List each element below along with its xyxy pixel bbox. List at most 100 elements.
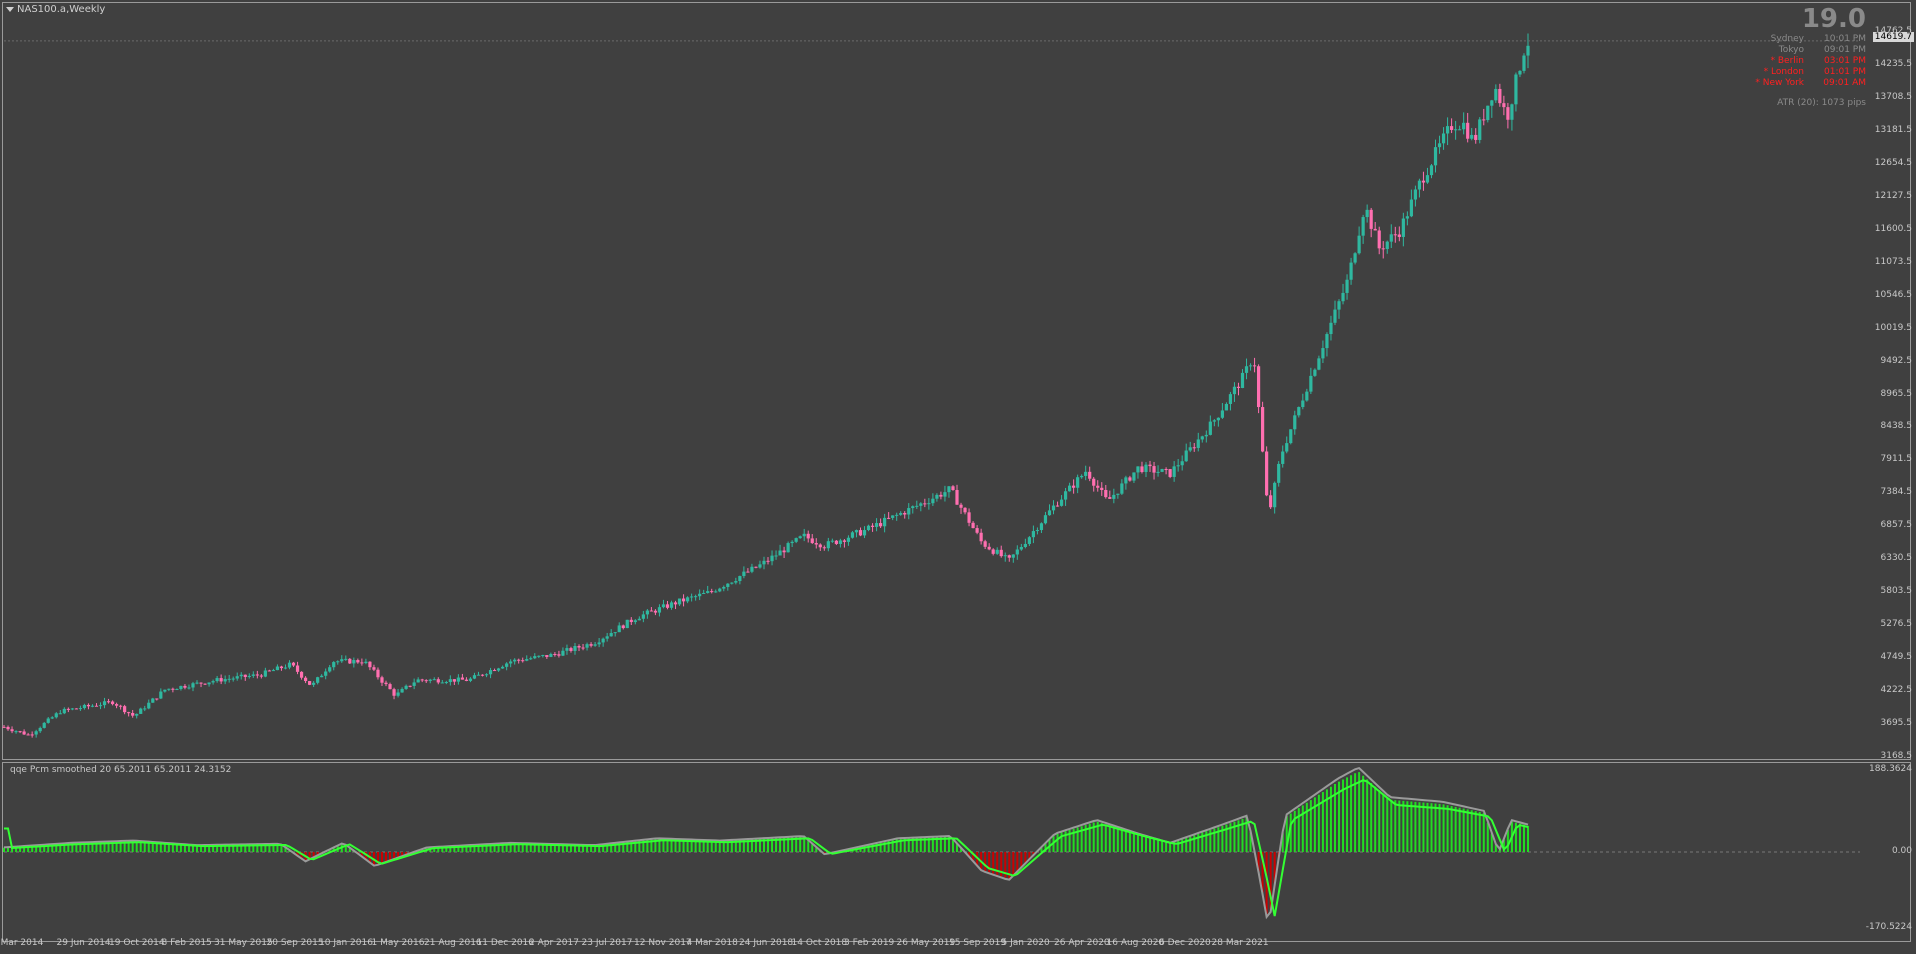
candle-body	[1019, 547, 1023, 550]
candle-body	[1080, 475, 1084, 478]
candle-body	[416, 679, 420, 683]
candle-body	[1035, 530, 1040, 532]
candle-body	[669, 602, 674, 608]
candle-body	[1413, 189, 1418, 200]
candle-body	[1172, 466, 1176, 477]
candle-body	[758, 564, 762, 568]
candle-body	[1486, 105, 1490, 121]
main-chart-frame[interactable]	[2, 2, 1911, 760]
candle-body	[70, 708, 74, 710]
candle-body	[1309, 375, 1313, 392]
candle-body	[320, 675, 324, 678]
candle-body	[879, 523, 883, 527]
candle-body	[1490, 100, 1494, 106]
candle-body	[404, 685, 408, 689]
candle-body	[987, 546, 991, 550]
candle-body	[352, 660, 356, 664]
candle-body	[943, 492, 947, 497]
candle-body	[436, 679, 440, 683]
candle-body	[1092, 478, 1096, 486]
candle-body	[790, 541, 794, 544]
candle-body	[1502, 103, 1506, 108]
candle-body	[408, 685, 412, 687]
price-tick-label: 6857.5	[1880, 520, 1913, 531]
candle-body	[392, 689, 396, 696]
indicator-frame[interactable]	[2, 762, 1911, 942]
clock-city: * London	[1763, 67, 1804, 77]
candle-body	[255, 674, 259, 676]
candle-body	[251, 674, 255, 676]
candle-body	[139, 708, 143, 714]
candle-body	[1277, 463, 1281, 483]
date-tick-label: 26 May 2019	[896, 938, 956, 948]
clock-time: 01:01 PM	[1824, 67, 1866, 77]
price-tick-label: 4222.5	[1880, 685, 1913, 696]
candle-body	[593, 644, 597, 646]
candle-body	[1144, 464, 1148, 473]
candle-body	[1031, 531, 1036, 538]
price-tick-label: 5803.5	[1880, 586, 1913, 597]
candle-body	[842, 540, 847, 542]
clock-time: 09:01 PM	[1824, 45, 1866, 55]
candle-body	[336, 661, 340, 663]
candle-body	[340, 659, 344, 662]
price-tick-label: 6330.5	[1880, 553, 1913, 564]
candle-body	[939, 494, 943, 497]
date-tick-label: 10 Jan 2016	[319, 938, 373, 948]
date-tick-label: 2 Apr 2017	[529, 938, 579, 948]
candle-body	[702, 592, 706, 594]
candle-body	[368, 661, 372, 668]
candle-body	[1345, 279, 1349, 293]
candle-body	[818, 544, 822, 548]
chevron-down-icon[interactable]	[6, 7, 14, 12]
price-tick-label: 14762.5	[1874, 26, 1912, 36]
candle-body	[155, 698, 159, 700]
candle-body	[891, 515, 895, 518]
price-tick-label: 8438.5	[1880, 421, 1913, 432]
candle-body	[887, 517, 891, 519]
candle-body	[328, 667, 332, 672]
price-tick-label: 12127.5	[1874, 190, 1912, 201]
candle-body	[1192, 447, 1196, 449]
candle-body	[971, 522, 975, 529]
candle-body	[967, 512, 971, 523]
candle-body	[1252, 365, 1257, 367]
candle-body	[1361, 217, 1365, 236]
candle-body	[30, 734, 34, 736]
date-tick-label: 3 Feb 2019	[844, 938, 895, 948]
candle-body	[641, 614, 645, 619]
date-tick-label: 20 Sep 2015	[266, 938, 324, 948]
candle-body	[1449, 126, 1454, 130]
price-tick-label: 3695.5	[1880, 718, 1913, 729]
candle-body	[565, 648, 569, 651]
price-axis[interactable]: 14762.5 14235.5 13708.5 13181.5 12654.5 12127…	[1866, 0, 1916, 761]
candle-body	[1100, 487, 1104, 491]
candle-body	[283, 667, 288, 669]
candle-body	[1216, 417, 1220, 421]
clock-city: * Berlin	[1770, 56, 1804, 66]
candle-body	[633, 620, 637, 623]
symbol-label: NAS100.a,Weekly	[17, 4, 106, 15]
candle-body	[356, 660, 360, 663]
candle-body	[480, 674, 485, 676]
candle-body	[605, 636, 609, 639]
candle-body	[734, 581, 738, 583]
candle-body	[601, 638, 605, 643]
candle-body	[26, 734, 30, 736]
candle-body	[464, 679, 469, 681]
chart-symbol-title[interactable]: NAS100.a,Weekly	[6, 4, 105, 15]
candle-body	[332, 662, 336, 668]
candle-body	[589, 644, 593, 646]
candle-body	[858, 530, 863, 536]
price-tick-label: 7384.5	[1880, 487, 1913, 498]
candle-body	[517, 659, 521, 661]
candle-body	[637, 618, 641, 621]
clock-city: Sydney	[1770, 34, 1804, 44]
candle-body	[50, 717, 54, 719]
indicator-title: qqe Pcm smoothed 20 65.2011 65.2011 24.3…	[10, 765, 232, 775]
candle-body	[1506, 107, 1510, 120]
candle-body	[1405, 216, 1409, 219]
candle-body	[1429, 165, 1434, 176]
